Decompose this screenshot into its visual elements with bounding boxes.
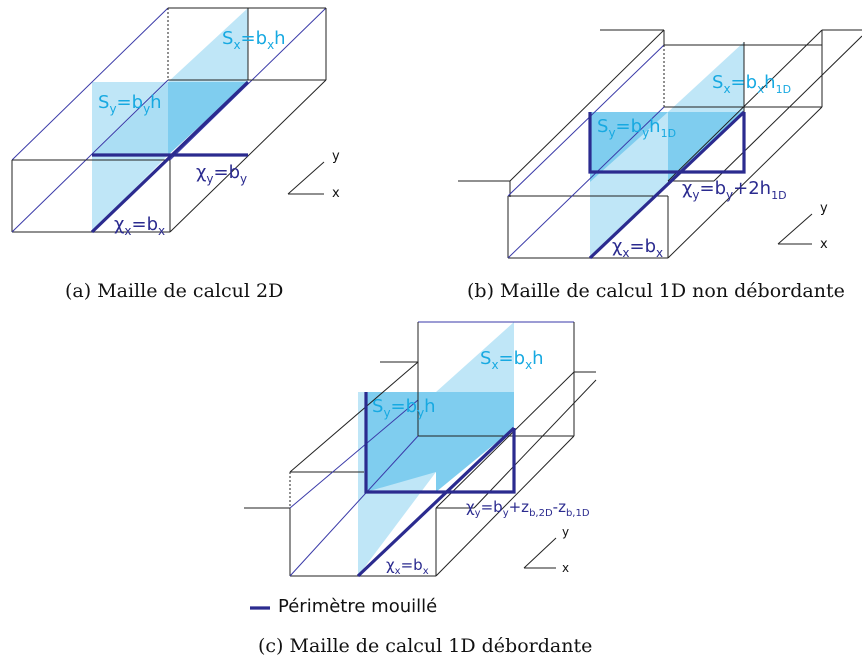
legend-label: Périmètre mouillé: [278, 596, 437, 617]
label-sx-a: Sx=bxh: [222, 28, 286, 52]
water-overlap2-b: [590, 112, 668, 182]
axis-x-label-b: x: [820, 237, 828, 252]
label-sy-a: Sy=byh: [98, 92, 162, 116]
legend: Périmètre mouillé: [250, 596, 437, 617]
caption-b: (b) Maille de calcul 1D non débordante: [467, 280, 845, 302]
label-chix-c: χx=bx: [386, 556, 429, 577]
label-chiy-a: χy=by: [196, 162, 247, 186]
label-chiy-c: χy=by+zb,2D-zb,1D: [466, 498, 590, 519]
label-sx-b: Sx=bxh1D: [712, 72, 791, 96]
axis-x-label-c: x: [562, 561, 569, 575]
axes-indicator-b: y x: [777, 201, 828, 252]
label-sy-b: Sy=byh1D: [597, 116, 676, 140]
water-overlap2-a: [92, 82, 168, 155]
wireframe-a: [11, 7, 327, 233]
axis-x-label-a: x: [332, 186, 340, 201]
wireframe-b: [458, 29, 862, 259]
label-chix-a: χx=bx: [114, 214, 165, 238]
wetted-perimeter-y-c: [364, 392, 516, 494]
diagram-b: Sx=bxh1D Sy=byh1D χy=by+2h1D χx=bx y x (…: [458, 29, 862, 302]
label-sx-c: Sx=bxh: [480, 348, 544, 372]
diagram-c: Sx=bxh Sy=byh χy=by+zb,2D-zb,1D χx=bx y …: [244, 321, 597, 657]
diagram-a: Sx=bxh Sy=byh χy=by χx=bx y x (a) Maille…: [11, 7, 340, 302]
axes-indicator-c: y x: [523, 525, 569, 575]
water-plane-sy-lower-c: [358, 472, 436, 576]
axis-y-label-b: y: [820, 201, 828, 216]
wireframe-c: [244, 321, 597, 577]
wetted-perimeter-x-a: [90, 80, 250, 234]
wetted-perimeter-x-c: [356, 426, 516, 578]
axis-y-label-c: y: [562, 525, 569, 539]
label-chiy-b: χy=by+2h1D: [682, 178, 787, 202]
caption-a: (a) Maille de calcul 2D: [65, 280, 283, 302]
wetted-perimeter-y-b: [588, 112, 746, 174]
label-sy-c: Sy=byh: [372, 396, 436, 420]
water-overlap3-c: [436, 428, 514, 492]
caption-c: (c) Maille de calcul 1D débordante: [258, 635, 592, 657]
axis-y-label-a: y: [332, 149, 340, 164]
axes-indicator-a: y x: [287, 149, 340, 201]
wetted-perimeter-x-b: [588, 110, 746, 260]
label-chix-b: χx=bx: [612, 236, 663, 260]
